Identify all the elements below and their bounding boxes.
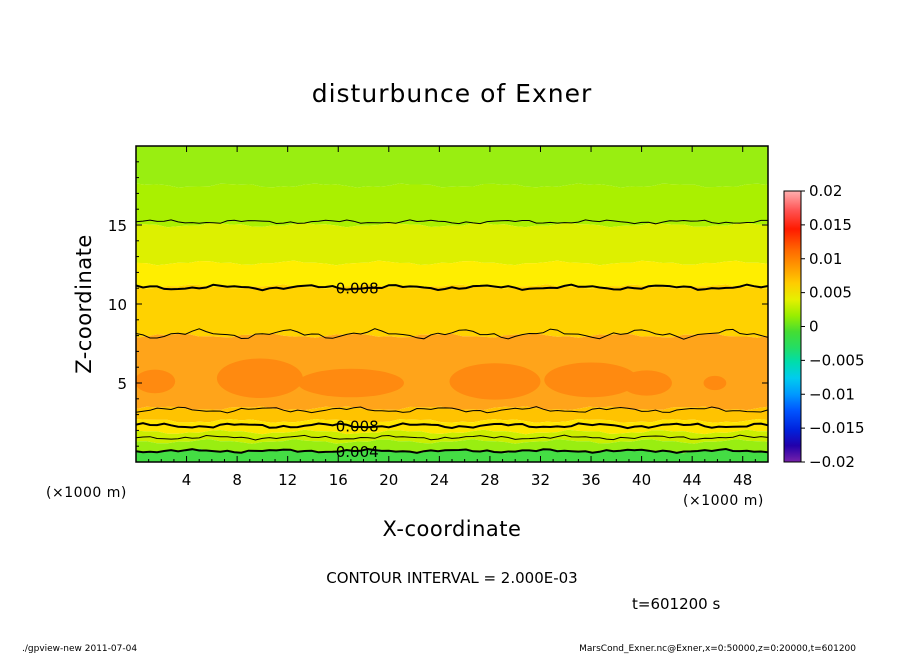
- color-band: [136, 222, 768, 266]
- color-blob: [297, 368, 404, 398]
- y-tick-label: 10: [108, 296, 127, 314]
- colorbar-tick-label: −0.02: [809, 453, 855, 471]
- color-blob: [216, 358, 303, 399]
- color-band: [136, 419, 768, 435]
- colorbar-tick-label: −0.005: [809, 351, 865, 369]
- contour-label: 0.008: [336, 279, 379, 297]
- color-band: [136, 260, 768, 289]
- time-label: t=601200 s: [632, 595, 720, 613]
- x-unit-label-left: (×1000 m): [46, 485, 127, 501]
- x-tick-label: 28: [480, 471, 499, 489]
- colorbar-tick-label: 0.005: [809, 284, 852, 302]
- color-blobs: [136, 358, 727, 400]
- program-label: ./gpview-new 2011-07-04: [22, 644, 137, 654]
- contour-label: 0.008: [336, 418, 379, 436]
- color-blob: [449, 363, 541, 400]
- contour-labels: 0.008 0.008 0.004: [336, 279, 379, 461]
- color-band: [136, 183, 768, 228]
- x-axis-ticks: 4 8 12 16 20 24 28 32 36 40 44 48: [148, 146, 756, 489]
- contour-label: 0.004: [336, 443, 379, 461]
- color-blob: [703, 375, 727, 391]
- contour-line: [136, 406, 768, 414]
- contour-line: [136, 422, 768, 430]
- x-tick-label: 40: [632, 471, 651, 489]
- x-axis-title: X-coordinate: [383, 517, 522, 541]
- x-tick-label: 32: [531, 471, 550, 489]
- colorbar-gradient: [783, 190, 802, 463]
- color-blob: [544, 362, 638, 398]
- contour-line: [136, 219, 768, 225]
- color-band: [136, 284, 768, 338]
- contour-interval-label: CONTOUR INTERVAL = 2.000E-03: [326, 569, 577, 587]
- y-axis-title: Z-coordinate: [72, 234, 96, 374]
- x-tick-label: 24: [430, 471, 449, 489]
- contour-line: [136, 283, 768, 292]
- colorbar-tick-label: 0: [809, 318, 819, 336]
- y-axis-ticks: 5 10 15: [108, 161, 768, 447]
- chart-title: disturbunce of Exner: [312, 79, 593, 108]
- colorbar: 0.02 0.015 0.01 0.005 0 −0.005 −0.01 −0.015 −0.0…: [783, 182, 865, 471]
- colorbar-tick-label: 0.01: [809, 250, 842, 268]
- contour-line: [136, 447, 768, 454]
- y-tick-label: 5: [117, 375, 127, 393]
- x-tick-label: 4: [182, 471, 192, 489]
- color-band: [136, 448, 768, 462]
- source-label: MarsCond_Exner.nc@Exner,x=0:50000,z=0:20…: [579, 644, 856, 654]
- colorbar-tick-label: −0.01: [809, 385, 855, 403]
- x-tick-label: 20: [379, 471, 398, 489]
- color-blob: [621, 370, 672, 396]
- x-tick-label: 48: [733, 471, 752, 489]
- colorbar-tick-label: −0.015: [809, 419, 865, 437]
- colorbar-tick-label: 0.015: [809, 216, 852, 234]
- colorbar-ticks: 0.02 0.015 0.01 0.005 0 −0.005 −0.01 −0.015 −0.0…: [801, 182, 865, 471]
- color-band: [136, 429, 768, 444]
- x-tick-label: 44: [683, 471, 702, 489]
- x-tick-label: 36: [581, 471, 600, 489]
- contour-line: [136, 434, 768, 441]
- color-band: [136, 146, 768, 188]
- x-unit-label-right: (×1000 m): [683, 493, 764, 509]
- x-tick-label: 16: [329, 471, 348, 489]
- contour-lines: [136, 219, 768, 454]
- contour-line: [136, 328, 768, 340]
- y-tick-label: 15: [108, 217, 127, 235]
- color-bands: [136, 146, 768, 462]
- color-blob: [136, 369, 176, 394]
- x-tick-label: 8: [232, 471, 242, 489]
- plot-area: 0.008 0.008 0.004: [136, 146, 768, 462]
- x-tick-label: 12: [278, 471, 297, 489]
- colorbar-tick-label: 0.02: [809, 182, 842, 200]
